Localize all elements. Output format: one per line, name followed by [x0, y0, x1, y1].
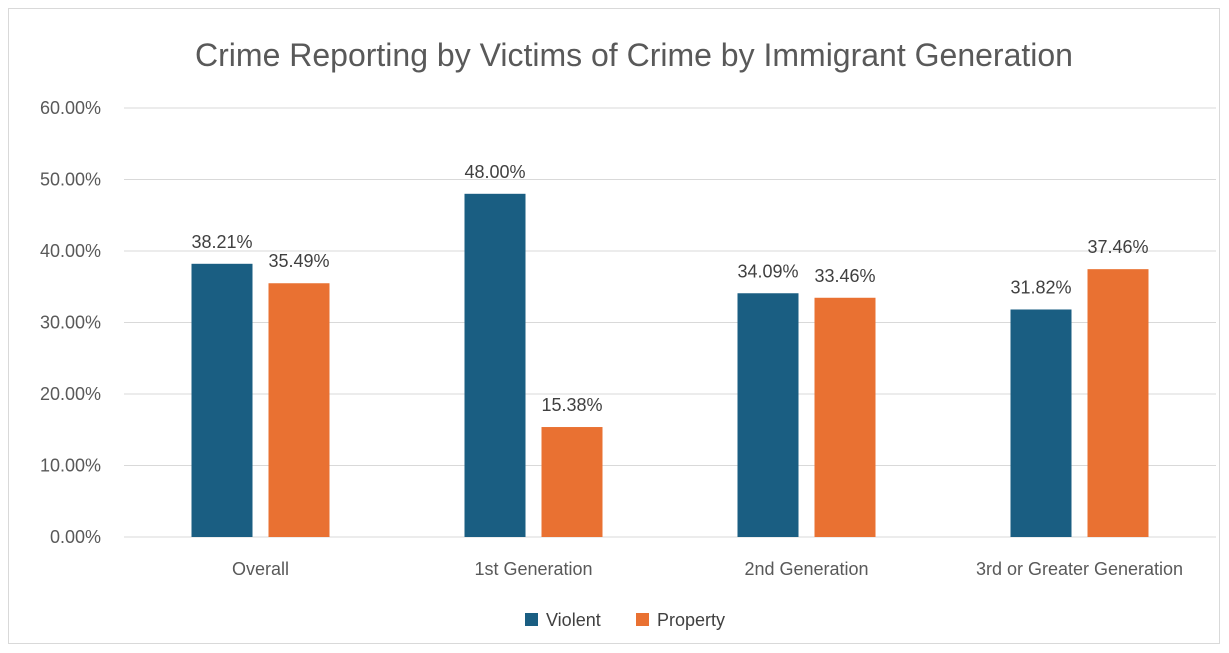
data-label-property-0: 35.49% — [268, 251, 329, 271]
y-tick-label: 50.00% — [40, 170, 101, 190]
y-tick-label: 0.00% — [50, 527, 101, 547]
x-axis-categories: Overall 1st Generation 2nd Generation 3rd o… — [232, 559, 1183, 579]
y-tick-label: 30.00% — [40, 313, 101, 333]
x-category-label: 1st Generation — [474, 559, 592, 579]
x-category-label: Overall — [232, 559, 289, 579]
bars — [191, 193, 1149, 538]
legend-swatch-violent — [525, 613, 538, 626]
data-label-property-1: 15.38% — [541, 395, 602, 415]
bar-violent-1 — [464, 193, 526, 538]
y-tick-label: 60.00% — [40, 98, 101, 118]
data-label-property-2: 33.46% — [814, 266, 875, 286]
data-label-violent-3: 31.82% — [1010, 277, 1071, 297]
data-label-violent-2: 34.09% — [737, 261, 798, 281]
y-tick-label: 20.00% — [40, 384, 101, 404]
chart-svg: Crime Reporting by Victims of Crime by I… — [40, 37, 1216, 630]
y-tick-label: 10.00% — [40, 456, 101, 476]
y-tick-label: 40.00% — [40, 241, 101, 261]
bar-violent-2 — [737, 293, 799, 537]
y-axis-ticks: 0.00% 10.00% 20.00% 30.00% 40.00% 50.00% 60.00… — [40, 98, 101, 547]
bar-property-1 — [541, 427, 603, 537]
x-category-label: 2nd Generation — [744, 559, 868, 579]
data-label-violent-1: 48.00% — [464, 162, 525, 182]
bar-property-0 — [268, 283, 330, 537]
chart-frame: Crime Reporting by Victims of Crime by I… — [8, 8, 1220, 644]
data-label-property-3: 37.46% — [1087, 237, 1148, 257]
legend-label-property: Property — [657, 610, 725, 630]
bar-property-2 — [814, 297, 876, 537]
bar-property-3 — [1087, 269, 1149, 537]
legend-label-violent: Violent — [546, 610, 601, 630]
data-label-violent-0: 38.21% — [191, 232, 252, 252]
x-category-label: 3rd or Greater Generation — [976, 559, 1183, 579]
bar-violent-3 — [1010, 309, 1072, 537]
data-labels: 38.21% 35.49% 48.00% 15.38% 34.09% 33.46% 31.8… — [191, 162, 1148, 415]
legend-swatch-property — [636, 613, 649, 626]
chart-title: Crime Reporting by Victims of Crime by I… — [195, 37, 1073, 73]
legend: Violent Property — [525, 610, 725, 630]
bar-violent-0 — [191, 263, 253, 537]
